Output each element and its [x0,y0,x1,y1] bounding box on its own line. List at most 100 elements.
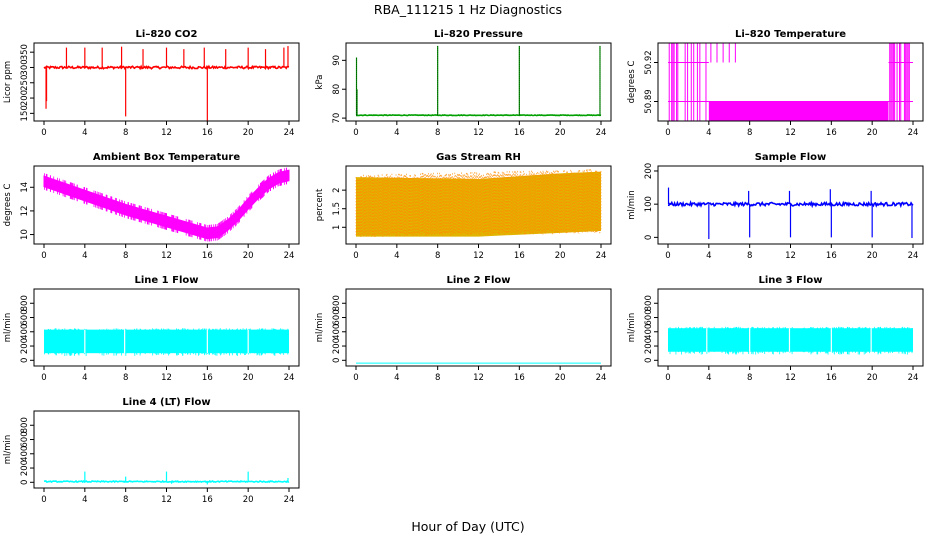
series-marks [43,471,290,485]
x-tick-label: 8 [747,251,752,261]
chart-title: Li–820 Temperature [735,29,846,40]
y-tick-label: 800 [332,295,342,311]
chart-panel: Line 3 Flow ml/min 0 4 8 12 16 20 24 0 20040060080… [627,275,924,383]
y-axis-label: ml/min [3,313,13,343]
x-tick-label: 12 [473,128,484,138]
x-tick-label: 24 [284,251,295,261]
x-tick-label: 0 [353,251,358,261]
y-tick-label: 50.89 [644,89,654,113]
x-tick-label: 24 [596,373,607,383]
y-tick-label: 80 [332,84,342,95]
y-axis-label: Licor ppm [3,61,13,103]
chart-title: Li–820 CO2 [136,29,198,40]
y-tick-label: 90 [332,55,342,66]
series-marks [667,187,914,240]
chart-title: Sample Flow [755,152,827,163]
x-tick-label: 4 [82,128,87,138]
y-tick-label: 70 [332,113,342,124]
x-tick-label: 12 [785,128,796,138]
x-tick-label: 8 [747,373,752,383]
plot-frame [657,288,924,367]
y-tick-label: 800 [644,295,654,311]
y-tick-label: 400 [20,324,30,340]
series-line [667,200,914,209]
y-tick-label: 350 [20,44,30,60]
y-tick-label: 600 [20,431,30,447]
x-tick-label: 8 [435,373,440,383]
x-tick-label: 0 [353,128,358,138]
series-marks [668,43,913,121]
chart-title: Line 4 (LT) Flow [122,397,210,408]
chart-panel: Li–820 Pressure kPa 0 4 8 12 16 20 24 70 80 90 [315,29,612,138]
x-tick-label: 4 [394,128,399,138]
x-tick-label: 20 [555,251,566,261]
chart-panel: Gas Stream RH percent 0 4 8 12 16 20 24 1 1.5 2 [315,152,612,261]
x-tick-label: 24 [908,128,919,138]
x-tick-label: 16 [826,373,837,383]
x-tick-label: 16 [826,251,837,261]
chart-title: Line 3 Flow [759,275,823,286]
x-tick-label: 0 [665,373,670,383]
y-tick-label: 400 [332,324,342,340]
x-tick-label: 24 [596,251,607,261]
y-tick-label: 200 [644,338,654,354]
x-tick-label: 0 [41,251,46,261]
y-axis-label: percent [315,188,325,221]
series-line [356,114,602,117]
x-tick-label: 20 [867,128,878,138]
x-tick-label: 24 [284,128,295,138]
x-tick-label: 0 [665,128,670,138]
x-tick-label: 16 [202,373,213,383]
x-tick-label: 20 [243,495,254,505]
x-tick-label: 12 [785,373,796,383]
x-tick-label: 8 [123,373,128,383]
y-tick-label: 1 [332,225,342,230]
y-tick-label: 14 [20,182,30,193]
y-tick-label: 800 [20,417,30,433]
x-tick-label: 16 [514,373,525,383]
y-tick-label: 200 [20,338,30,354]
series-marks [355,169,602,238]
y-tick-label: 0 [644,358,654,363]
x-tick-label: 0 [41,128,46,138]
x-tick-label: 20 [243,251,254,261]
y-axis-label: ml/min [627,313,637,343]
x-tick-label: 16 [202,495,213,505]
y-tick-label: 10 [20,229,30,240]
series-marks [44,328,289,357]
x-tick-label: 24 [284,495,295,505]
x-tick-label: 4 [82,373,87,383]
y-tick-label: 250 [20,75,30,91]
chart-title: Gas Stream RH [436,152,521,163]
x-tick-label: 8 [123,495,128,505]
x-tick-label: 24 [596,128,607,138]
chart-title: Line 1 Flow [135,275,199,286]
y-axis-label: kPa [315,75,325,90]
x-tick-label: 4 [706,251,711,261]
y-axis-label: degrees C [3,184,13,227]
y-tick-label: 0 [20,480,30,485]
x-tick-label: 20 [555,373,566,383]
series-band [44,329,289,354]
x-tick-label: 8 [435,128,440,138]
y-tick-label: 300 [20,59,30,75]
x-tick-label: 8 [435,251,440,261]
y-tick-label: 50.92 [644,50,654,74]
x-tick-label: 0 [41,495,46,505]
chart-panel: Line 1 Flow ml/min 0 4 8 12 16 20 24 0 20040060080… [3,275,300,383]
x-tick-label: 24 [284,373,295,383]
y-tick-label: 200 [20,460,30,476]
x-tick-label: 4 [706,128,711,138]
chart-title: Li–820 Pressure [434,29,523,40]
y-tick-label: 1.5 [332,202,342,216]
y-tick-label: 100 [644,196,654,212]
y-tick-label: 600 [332,309,342,325]
x-tick-label: 0 [353,373,358,383]
y-tick-label: 12 [20,205,30,216]
chart-panel: Sample Flow ml/min 0 4 8 12 16 20 24 0 100 200 [627,152,924,261]
series-band [668,328,913,352]
x-tick-label: 4 [82,251,87,261]
x-tick-label: 4 [82,495,87,505]
y-tick-label: 200 [644,163,654,179]
